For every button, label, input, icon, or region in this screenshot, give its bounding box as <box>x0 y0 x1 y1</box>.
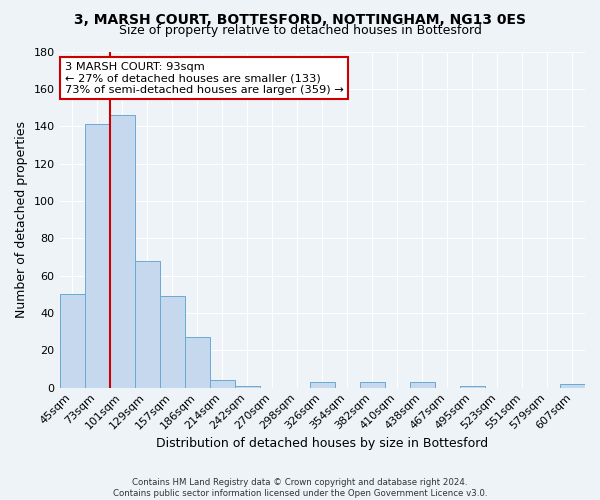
Bar <box>59 294 85 388</box>
Text: Size of property relative to detached houses in Bottesford: Size of property relative to detached ho… <box>119 24 481 37</box>
Bar <box>310 382 335 388</box>
Text: 3 MARSH COURT: 93sqm
← 27% of detached houses are smaller (133)
73% of semi-deta: 3 MARSH COURT: 93sqm ← 27% of detached h… <box>65 62 344 95</box>
Bar <box>160 296 185 388</box>
Bar <box>410 382 435 388</box>
Bar <box>134 260 160 388</box>
X-axis label: Distribution of detached houses by size in Bottesford: Distribution of detached houses by size … <box>156 437 488 450</box>
Bar <box>235 386 260 388</box>
Bar <box>185 337 209 388</box>
Y-axis label: Number of detached properties: Number of detached properties <box>15 121 28 318</box>
Bar <box>360 382 385 388</box>
Bar <box>110 115 134 388</box>
Bar <box>460 386 485 388</box>
Text: Contains HM Land Registry data © Crown copyright and database right 2024.
Contai: Contains HM Land Registry data © Crown c… <box>113 478 487 498</box>
Text: 3, MARSH COURT, BOTTESFORD, NOTTINGHAM, NG13 0ES: 3, MARSH COURT, BOTTESFORD, NOTTINGHAM, … <box>74 12 526 26</box>
Bar <box>560 384 585 388</box>
Bar <box>209 380 235 388</box>
Bar <box>85 124 110 388</box>
